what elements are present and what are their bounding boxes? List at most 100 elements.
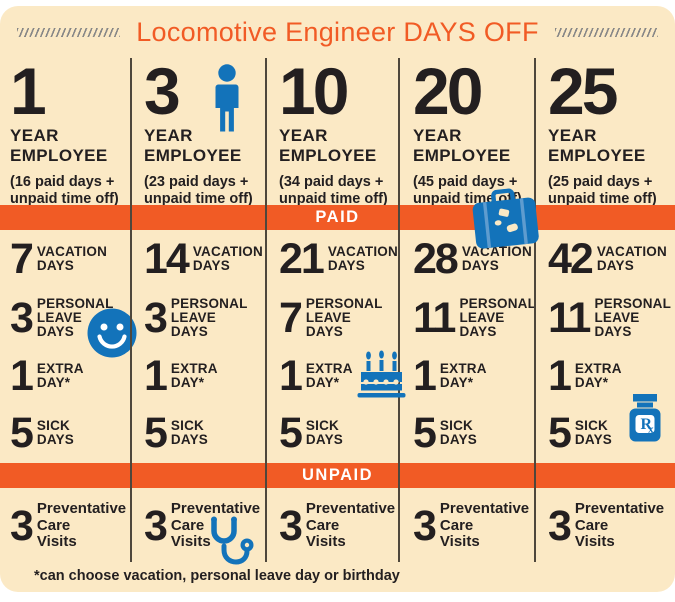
year-word: YEAR — [548, 125, 597, 145]
person-icon — [214, 64, 240, 137]
extra-day-label: EXTRA DAY* — [574, 360, 622, 390]
unpaid-banner-label: UNPAID — [301, 466, 374, 484]
years-value: 25 — [548, 54, 618, 128]
vacation-days-label: VACATION DAYS — [596, 243, 667, 273]
column-divider — [265, 58, 267, 562]
employee-word: EMPLOYEE — [413, 145, 511, 165]
personal-leave-cell: 3 PERSONAL LEAVE DAYS — [131, 286, 266, 350]
vacation-cell: 14 VACATION DAYS — [131, 232, 266, 286]
hatch-stripes-left — [17, 27, 121, 37]
vacation-days-row: 7 VACATION DAYS 14 VACATION DAYS 21 VACATI… — [0, 232, 675, 286]
personal-leave-label: PERSONAL LEAVE DAYS — [459, 295, 537, 340]
preventative-care-label: Preventative Care Visits — [574, 499, 665, 551]
preventative-care-cell: 3 Preventative Care Visits — [0, 490, 131, 562]
vacation-cell: 42 VACATION DAYS — [535, 232, 675, 286]
vacation-days-value: 42 — [548, 234, 594, 283]
year-word: YEAR — [144, 125, 193, 145]
sick-days-value: 5 — [10, 408, 34, 457]
extra-day-cell: 1 EXTRA DAY* — [535, 350, 675, 402]
vacation-cell: 7 VACATION DAYS — [0, 232, 131, 286]
footnote: *can choose vacation, personal leave day… — [34, 568, 400, 584]
personal-leave-cell: 7 PERSONAL LEAVE DAYS — [266, 286, 400, 350]
year-word: YEAR — [10, 125, 59, 145]
column-divider — [398, 58, 400, 562]
extra-day-cell: 1 EXTRA DAY* — [131, 350, 266, 402]
sick-days-cell: 5 SICK DAYS — [266, 404, 400, 462]
birthday-cake-icon — [356, 350, 407, 405]
hatch-stripes-right — [554, 27, 658, 37]
svg-text:R: R — [641, 416, 653, 433]
employee-word: EMPLOYEE — [10, 145, 108, 165]
page-title: Locomotive Engineer DAYS OFF — [136, 16, 539, 47]
personal-leave-cell: 11 PERSONAL LEAVE DAYS — [400, 286, 537, 350]
sick-days-value: 5 — [279, 408, 303, 457]
column-header-1-year: 1 YEAR EMPLOYEE (16 paid days + unpaid ti… — [0, 58, 131, 207]
personal-leave-cell: 3 PERSONAL LEAVE DAYS — [0, 286, 131, 350]
personal-leave-value: 3 — [144, 293, 168, 342]
personal-leave-cell: 11 PERSONAL LEAVE DAYS — [535, 286, 675, 350]
unpaid-banner: UNPAID — [0, 463, 675, 488]
preventative-care-value: 3 — [548, 501, 572, 550]
preventative-care-cell: 3 Preventative Care Visits — [400, 490, 535, 562]
vacation-days-value: 14 — [144, 234, 190, 283]
paid-banner-label: PAID — [315, 208, 360, 226]
preventative-care-cell: 3 Preventative Care Visits — [535, 490, 675, 562]
personal-leave-label: PERSONAL LEAVE DAYS — [36, 295, 114, 340]
extra-day-value: 1 — [548, 351, 572, 400]
column-divider — [534, 58, 536, 562]
vacation-days-label: VACATION DAYS — [36, 243, 108, 273]
preventative-care-row: 3 Preventative Care Visits 3 Preventative C… — [0, 490, 675, 562]
sick-days-label: SICK DAYS — [305, 417, 343, 447]
year-word: YEAR — [279, 125, 328, 145]
vacation-days-label: VACATION DAYS — [192, 243, 263, 273]
years-value: 20 — [413, 54, 483, 128]
extra-day-label: EXTRA DAY* — [439, 360, 487, 390]
infographic-card: Locomotive Engineer DAYS OFF 1 YEAR EMPL… — [0, 6, 675, 592]
year-word: YEAR — [413, 125, 462, 145]
paid-days-summary: (16 paid days + unpaid time off) — [10, 173, 119, 207]
paid-days-summary: (34 paid days + unpaid time off) — [279, 173, 388, 207]
sick-days-value: 5 — [548, 408, 572, 457]
preventative-care-value: 3 — [279, 501, 303, 550]
paid-days-summary: (25 paid days + unpaid time off) — [548, 173, 657, 207]
stethoscope-icon — [205, 515, 254, 570]
sick-days-label: SICK DAYS — [170, 417, 208, 447]
employee-word: EMPLOYEE — [279, 145, 377, 165]
column-header-row: 1 YEAR EMPLOYEE (16 paid days + unpaid ti… — [0, 54, 675, 207]
years-value: 3 — [144, 54, 181, 128]
paid-banner: PAID — [0, 205, 675, 230]
title-row: Locomotive Engineer DAYS OFF — [0, 6, 675, 58]
personal-leave-value: 3 — [10, 293, 34, 342]
years-value: 10 — [279, 54, 349, 128]
extra-day-value: 1 — [279, 351, 303, 400]
employee-word: EMPLOYEE — [548, 145, 646, 165]
sick-days-label: SICK DAYS — [36, 417, 74, 447]
paid-days-summary: (23 paid days + unpaid time off) — [144, 173, 253, 207]
preventative-care-label: Preventative Care Visits — [170, 499, 261, 551]
rx-bottle-icon: R x — [629, 394, 661, 447]
smiley-face-icon — [87, 308, 137, 363]
preventative-care-value: 3 — [144, 501, 168, 550]
extra-day-row: 1 EXTRA DAY* 1 EXTRA DAY* 1 EXTRA DAY* 1 EX… — [0, 350, 675, 402]
sick-days-cell: 5 SICK DAYS — [0, 404, 131, 462]
years-value: 1 — [10, 54, 47, 128]
extra-day-value: 1 — [10, 351, 34, 400]
preventative-care-label: Preventative Care Visits — [305, 499, 396, 551]
vacation-days-value: 7 — [10, 234, 34, 283]
preventative-care-value: 3 — [10, 501, 34, 550]
extra-day-label: EXTRA DAY* — [305, 360, 353, 390]
extra-day-label: EXTRA DAY* — [36, 360, 84, 390]
employee-word: EMPLOYEE — [144, 145, 242, 165]
preventative-care-label: Preventative Care Visits — [439, 499, 530, 551]
extra-day-cell: 1 EXTRA DAY* — [266, 350, 400, 402]
sick-days-cell: 5 SICK DAYS — [400, 404, 535, 462]
sick-days-cell: 5 SICK DAYS — [131, 404, 266, 462]
column-header-3-year: 3 YEAR EMPLOYEE (23 paid days + unpaid ti… — [131, 58, 266, 207]
column-header-10-year: 10 YEAR EMPLOYEE (34 paid days + unpaid t… — [266, 58, 400, 207]
extra-day-value: 1 — [413, 351, 437, 400]
sick-days-label: SICK DAYS — [574, 417, 612, 447]
vacation-days-label: VACATION DAYS — [327, 243, 398, 273]
sick-days-value: 5 — [144, 408, 168, 457]
personal-leave-label: PERSONAL LEAVE DAYS — [594, 295, 672, 340]
sick-days-cell: 5 SICK DAYS — [535, 404, 675, 462]
